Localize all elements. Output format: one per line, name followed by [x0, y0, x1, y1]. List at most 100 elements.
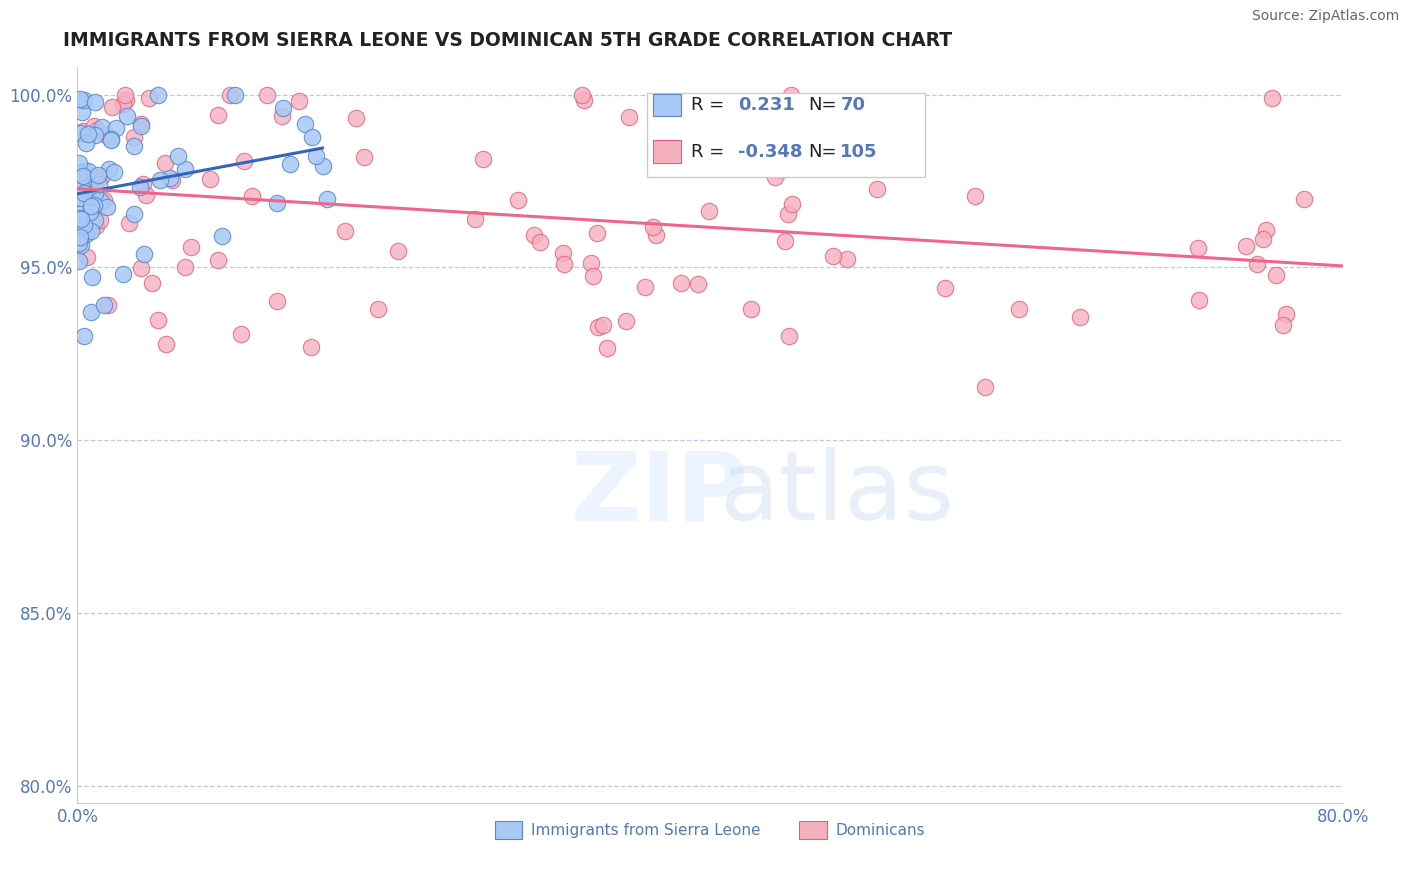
- Point: [111, 96, 134, 111]
- Point: [294, 117, 316, 131]
- Point: [316, 193, 339, 207]
- Point: [115, 109, 138, 123]
- Point: [138, 91, 160, 105]
- Point: [90, 194, 112, 209]
- Point: [67, 156, 90, 170]
- Legend: Immigrants from Sierra Leone, Dominicans: Immigrants from Sierra Leone, Dominicans: [486, 814, 934, 847]
- Point: [211, 229, 233, 244]
- Point: [69, 206, 91, 220]
- Point: [69, 187, 91, 202]
- Point: [69, 237, 91, 252]
- Text: ZIP: ZIP: [571, 447, 748, 541]
- Point: [779, 120, 801, 135]
- Point: [76, 250, 98, 264]
- Point: [146, 87, 169, 102]
- Point: [299, 340, 322, 354]
- Point: [266, 293, 288, 308]
- Point: [471, 152, 494, 166]
- Point: [1008, 302, 1031, 317]
- Point: [963, 189, 986, 203]
- Text: 70: 70: [841, 96, 865, 114]
- Point: [174, 162, 197, 177]
- FancyBboxPatch shape: [654, 95, 681, 116]
- Point: [67, 188, 90, 202]
- Point: [114, 87, 136, 102]
- Point: [224, 87, 246, 102]
- FancyBboxPatch shape: [647, 93, 925, 178]
- Point: [115, 94, 138, 108]
- Point: [661, 96, 683, 111]
- Point: [67, 211, 90, 226]
- Point: [124, 139, 146, 153]
- Point: [73, 186, 96, 200]
- Point: [301, 129, 323, 144]
- Point: [821, 249, 844, 263]
- Point: [73, 329, 96, 343]
- Point: [1265, 268, 1288, 282]
- Point: [765, 169, 787, 184]
- Point: [87, 168, 110, 182]
- Point: [96, 128, 118, 143]
- Point: [83, 120, 105, 134]
- Point: [571, 87, 593, 102]
- Point: [1272, 318, 1295, 332]
- Point: [585, 227, 607, 241]
- Point: [271, 109, 294, 123]
- Point: [90, 169, 112, 183]
- Point: [1274, 306, 1296, 320]
- Point: [837, 252, 859, 266]
- Point: [72, 124, 94, 138]
- Point: [588, 319, 610, 334]
- Point: [778, 329, 800, 343]
- Point: [89, 178, 111, 192]
- Point: [103, 165, 125, 179]
- Point: [100, 133, 122, 147]
- Point: [83, 213, 105, 227]
- Point: [180, 239, 202, 253]
- Text: -0.348: -0.348: [738, 143, 803, 161]
- Point: [198, 172, 221, 186]
- Point: [73, 164, 96, 178]
- Point: [67, 166, 90, 180]
- Point: [159, 170, 181, 185]
- Point: [207, 108, 229, 122]
- Point: [69, 93, 91, 107]
- Point: [91, 120, 114, 135]
- Point: [111, 267, 134, 281]
- Point: [73, 227, 96, 242]
- FancyBboxPatch shape: [654, 140, 681, 162]
- Point: [1187, 242, 1209, 256]
- Point: [96, 200, 118, 214]
- Point: [84, 95, 107, 109]
- Point: [1260, 91, 1282, 105]
- Point: [93, 193, 115, 207]
- Text: N=: N=: [808, 96, 837, 114]
- Point: [149, 173, 172, 187]
- Point: [97, 298, 120, 312]
- Point: [82, 270, 104, 285]
- Point: [387, 244, 409, 259]
- Point: [86, 122, 108, 136]
- Text: Source: ZipAtlas.com: Source: ZipAtlas.com: [1251, 9, 1399, 23]
- Point: [129, 261, 152, 276]
- Text: IMMIGRANTS FROM SIERRA LEONE VS DOMINICAN 5TH GRADE CORRELATION CHART: IMMIGRANTS FROM SIERRA LEONE VS DOMINICA…: [63, 31, 952, 50]
- Point: [79, 171, 101, 186]
- Point: [129, 117, 152, 131]
- Point: [67, 254, 90, 268]
- Point: [155, 155, 177, 169]
- Point: [782, 197, 804, 211]
- Point: [769, 163, 792, 178]
- Point: [523, 228, 546, 243]
- Point: [67, 167, 90, 181]
- Point: [122, 130, 145, 145]
- Point: [70, 219, 93, 233]
- Point: [101, 100, 124, 114]
- Point: [80, 305, 103, 319]
- Point: [173, 260, 195, 274]
- Point: [780, 87, 803, 102]
- Point: [582, 268, 605, 283]
- Point: [1292, 192, 1315, 206]
- Text: 0.231: 0.231: [738, 96, 794, 114]
- Point: [686, 277, 709, 291]
- Text: atlas: atlas: [718, 447, 955, 541]
